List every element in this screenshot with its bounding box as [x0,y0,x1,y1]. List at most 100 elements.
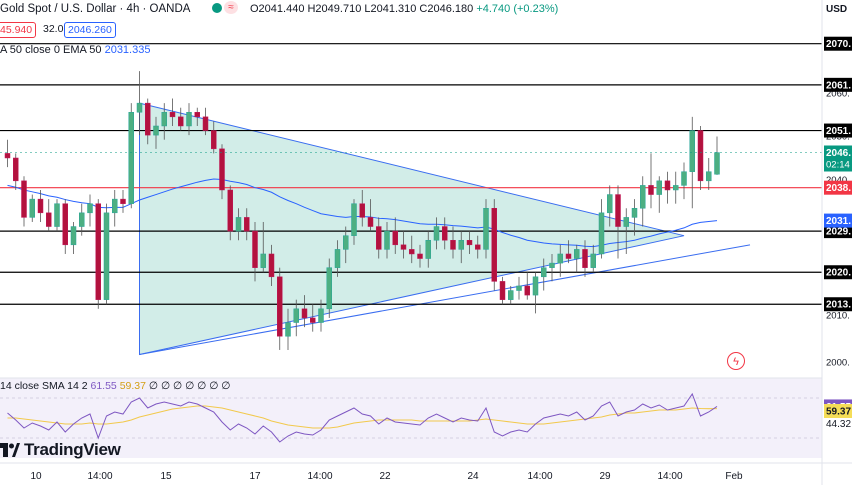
candle-body [87,203,93,214]
level-tag [824,123,852,138]
candle-body [400,244,407,250]
flash-icon[interactable]: ϟ [727,352,745,370]
candle [376,217,382,259]
candle [656,176,662,213]
time-axis-label: 14:00 [87,471,112,482]
candle-body [664,180,671,191]
candle-body [392,230,398,246]
candle [202,107,209,136]
candle [458,231,464,264]
candle-body [310,317,316,323]
price-axis-label: 2000. [826,357,850,368]
candle-body [244,217,250,232]
rsi-legend[interactable]: 14 close SMA 14 2 61.55 59.37 ∅ ∅ ∅ ∅ ∅ … [0,380,230,392]
candle-body [673,185,679,191]
ema-price-tag [824,213,852,228]
candle [227,185,233,241]
tradingview-logo-text: TradingView [24,440,121,459]
candle [648,153,654,209]
candle-body [285,322,291,337]
candle-body [409,249,415,255]
level-tag-label: 2051. [826,126,851,137]
price-axis-label: 2010. [826,310,850,321]
candle [706,157,712,190]
candle [384,221,390,259]
candle-body [326,267,332,310]
candle-body [318,308,324,323]
candle [62,199,68,254]
candle-body [640,185,646,209]
candle-body [21,180,27,218]
candle [689,116,695,209]
candle-body [466,240,473,246]
candle [557,244,563,277]
candle [103,203,110,305]
candle [607,185,613,227]
candle [450,226,456,259]
candle [87,194,93,227]
candle [318,299,324,332]
candle [640,176,646,227]
candle-body [516,285,522,291]
level-tag [824,77,852,92]
candle-body [475,244,481,250]
level-tag-label: 2020. [826,268,851,279]
candle-body [252,230,258,268]
candle [235,208,242,241]
rsi-axis-label: 59.37 [826,407,851,418]
candle-body [62,203,68,246]
candle-body [532,276,539,296]
candle [285,308,291,350]
time-axis-label: 14:00 [307,471,332,482]
candle-body [301,308,308,319]
time-axis-label: 10 [30,471,42,482]
currency-label[interactable]: USD [826,4,848,15]
candle-body [235,217,242,232]
candle-body [136,102,143,113]
wave-icon[interactable]: ≈ [224,1,238,14]
candle-body [120,198,126,204]
rsi-sma-line [7,405,718,429]
rsi-sma-legend-value: 59.37 [119,380,146,392]
candle-body [706,171,712,182]
candle-body [46,212,52,227]
symbol-title[interactable]: Gold Spot / U.S. Dollar · 4h · OANDA [0,3,191,15]
candle [475,235,481,259]
candle-body [714,152,720,175]
candle-body [277,276,283,337]
candle-body [417,253,423,259]
candle-body [145,102,151,136]
ask-price-button[interactable]: 2046.260 [64,22,116,38]
candle-body [648,185,654,195]
candle-body [491,208,497,282]
candle-body [442,226,448,241]
candle [516,276,522,300]
candle [268,244,275,286]
candle [549,253,555,282]
candle-body [557,253,563,264]
ema-legend[interactable]: A 50 close 0 EMA 50 2031.335 [0,44,150,56]
candle-body [582,249,588,268]
current-price-tag [824,145,852,172]
candle [343,226,349,264]
candle-body [598,212,605,255]
candle [95,199,101,309]
candle [301,295,308,328]
candle [417,244,423,268]
bid-price-button[interactable]: 45.940 [0,22,37,38]
candle-body [384,230,390,250]
spread-value: 32.0 [40,22,67,36]
candle-body [343,235,349,250]
candle-body [227,189,233,232]
candle-body [186,112,192,127]
level-tag-label: 2070. [826,39,851,50]
price-axis-label: 2060. [826,89,850,100]
candle [499,276,506,305]
candle-body [178,116,184,127]
rsi-line [7,392,718,443]
candle-body [689,130,695,172]
candle-body [268,253,275,278]
candle [681,162,687,200]
candle [433,217,440,250]
